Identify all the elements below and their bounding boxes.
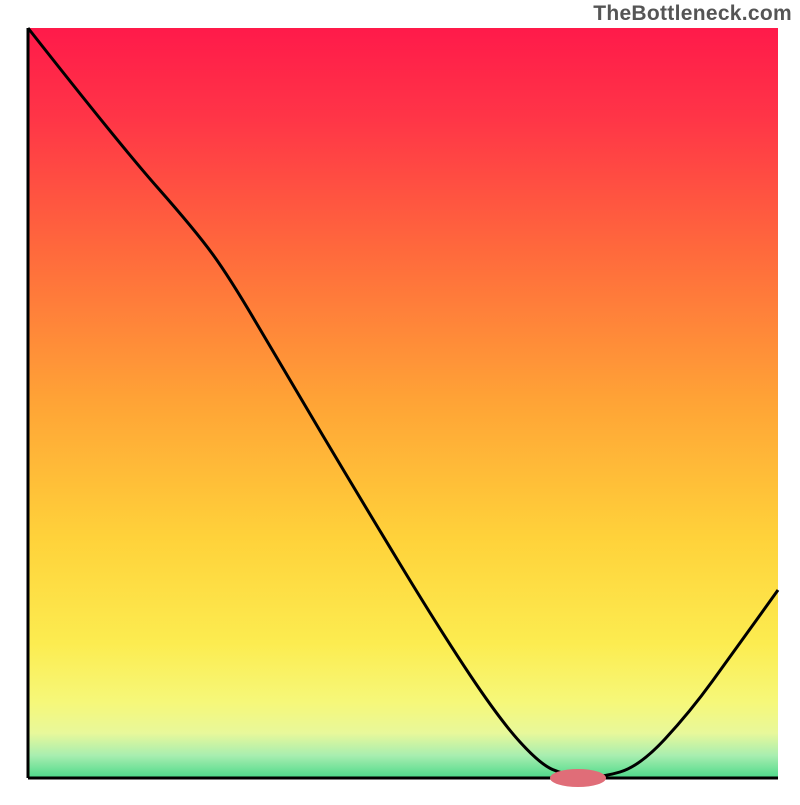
chart-svg — [0, 0, 800, 800]
bottleneck-chart: TheBottleneck.com — [0, 0, 800, 800]
watermark-text: TheBottleneck.com — [593, 2, 792, 26]
plot-background — [28, 28, 778, 778]
optimal-marker — [550, 769, 606, 787]
